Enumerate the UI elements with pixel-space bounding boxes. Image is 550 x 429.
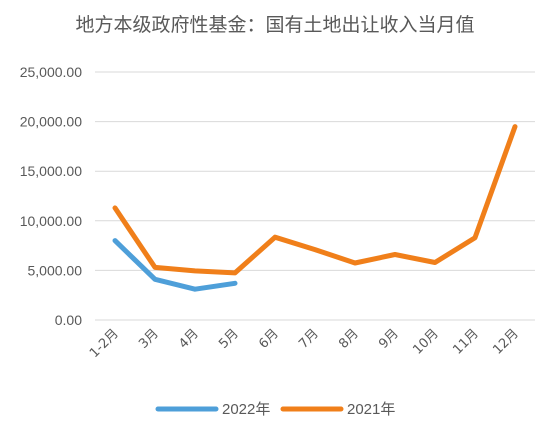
x-tick-label: 9月 bbox=[376, 326, 402, 352]
x-tick-label: 7月 bbox=[296, 326, 322, 352]
chart-title: 地方本级政府性基金：国有土地出让收入当月值 bbox=[75, 14, 475, 36]
x-tick-label: 5月 bbox=[216, 326, 242, 352]
x-tick-label: 4月 bbox=[176, 326, 202, 352]
legend-label-1: 2021年 bbox=[347, 401, 395, 418]
x-tick-label: 10月 bbox=[410, 326, 441, 357]
y-tick-label: 5,000.00 bbox=[28, 262, 83, 278]
y-tick-label: 10,000.00 bbox=[20, 213, 82, 229]
y-tick-label: 25,000.00 bbox=[20, 64, 82, 80]
series-line-0 bbox=[112, 238, 238, 292]
x-tick-label: 12月 bbox=[490, 326, 521, 357]
x-tick-label: 3月 bbox=[136, 326, 162, 352]
series-line-1 bbox=[112, 124, 518, 276]
x-tick-label: 6月 bbox=[256, 326, 282, 352]
x-tick-label: 11月 bbox=[450, 326, 481, 357]
y-tick-label: 0.00 bbox=[55, 312, 82, 328]
x-tick-label: 8月 bbox=[336, 326, 362, 352]
legend-label-0: 2022年 bbox=[222, 401, 270, 418]
y-tick-label: 20,000.00 bbox=[20, 114, 82, 130]
x-tick-label: 1-2月 bbox=[87, 326, 122, 361]
y-tick-label: 15,000.00 bbox=[20, 163, 82, 179]
